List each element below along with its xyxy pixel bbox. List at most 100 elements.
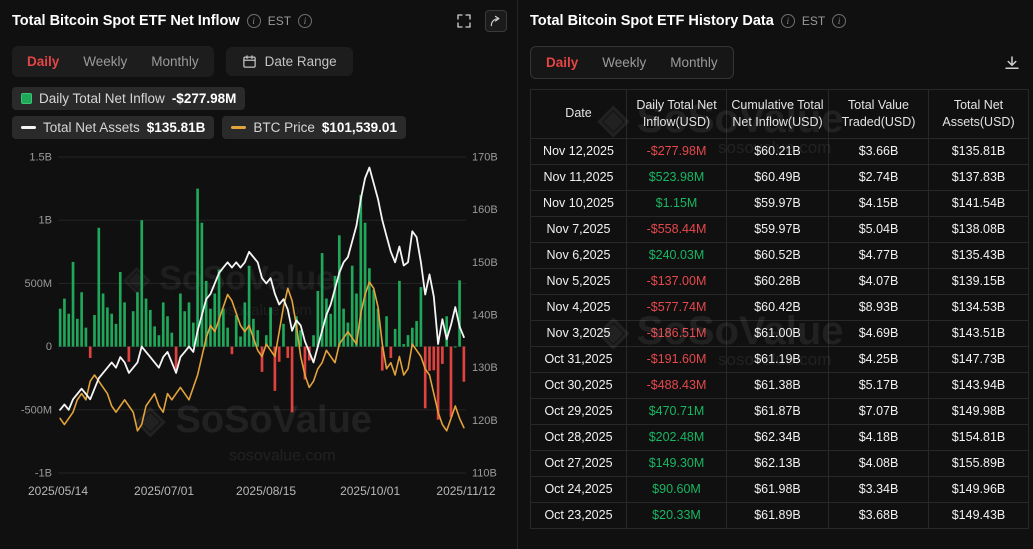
cell-date: Nov 4,2025	[530, 293, 627, 321]
table-row: Oct 27,2025 $149.30M $62.13B $4.08B $155.89B	[530, 449, 1029, 477]
cell-value: $59.97B	[726, 189, 829, 217]
svg-text:◈ SoSoValue: ◈ SoSoValue	[123, 260, 335, 298]
cell-value: $141.54B	[928, 189, 1029, 217]
cell-date: Oct 24,2025	[530, 475, 627, 503]
cell-value: $3.68B	[828, 501, 929, 529]
history-data-panel: Total Bitcoin Spot ETF History Data i ES…	[517, 0, 1033, 549]
cell-value: $60.52B	[726, 241, 829, 269]
date-range-button[interactable]: Date Range	[225, 47, 353, 76]
cell-value: $143.51B	[928, 319, 1029, 347]
svg-text:1.5B: 1.5B	[29, 152, 52, 164]
cell-value: $137.83B	[928, 163, 1029, 191]
white-line-swatch-icon	[21, 126, 36, 129]
cell-value: $4.07B	[828, 267, 929, 295]
history-data-table: Date Daily Total Net Inflow(USD) Cumulativ…	[530, 89, 1029, 529]
cell-value: $523.98M	[626, 163, 727, 191]
legend-daily-net-inflow[interactable]: Daily Total Net Inflow -$277.98M	[12, 87, 246, 110]
table-row: Nov 11,2025 $523.98M $60.49B $2.74B $137.83B	[530, 163, 1029, 191]
timezone-info-icon[interactable]: i	[832, 14, 847, 28]
table-title-row: Total Bitcoin Spot ETF History Data i ES…	[530, 8, 1023, 34]
etf-net-inflow-chart[interactable]: 1.5B 1B 500M 0 -500M -1B 170B 160B 150B 140B 130B 1…	[12, 143, 507, 508]
chart-legend: Daily Total Net Inflow -$277.98M Total N…	[12, 87, 507, 139]
tab-monthly[interactable]: Monthly	[151, 54, 199, 69]
cell-date: Nov 11,2025	[530, 163, 627, 191]
cell-value: $4.25B	[828, 345, 929, 373]
tab-monthly[interactable]: Monthly	[670, 55, 718, 70]
chart-period-tabs: Daily Weekly Monthly	[12, 46, 214, 77]
cell-value: $7.07B	[828, 397, 929, 425]
legend-btc-price[interactable]: BTC Price $101,539.01	[222, 116, 406, 139]
cell-value: -$488.43M	[626, 371, 727, 399]
cell-value: $149.96B	[928, 475, 1029, 503]
tab-daily[interactable]: Daily	[27, 54, 60, 69]
svg-text:120B: 120B	[472, 415, 498, 427]
cell-value: $240.03M	[626, 241, 727, 269]
column-header: Daily Total Net Inflow(USD)	[626, 89, 727, 139]
svg-text:2025/07/01: 2025/07/01	[134, 484, 194, 498]
svg-text:2025/11/12: 2025/11/12	[436, 484, 495, 498]
table-row: Nov 3,2025 -$186.51M $61.00B $4.69B $143.51B	[530, 319, 1029, 347]
cell-value: -$558.44M	[626, 215, 727, 243]
table-row: Oct 24,2025 $90.60M $61.98B $3.34B $149.96B	[530, 475, 1029, 503]
cell-value: $90.60M	[626, 475, 727, 503]
cell-value: $3.66B	[828, 137, 929, 165]
column-header: Total Net Assets(USD)	[928, 89, 1029, 139]
cell-value: $149.30M	[626, 449, 727, 477]
table-period-tabs: Daily Weekly Monthly	[530, 46, 734, 79]
svg-text:170B: 170B	[472, 152, 498, 164]
orange-line-swatch-icon	[231, 126, 247, 129]
fullscreen-icon[interactable]	[453, 10, 475, 32]
svg-text:◈ SoSoValue: ◈ SoSoValue	[135, 399, 372, 441]
cell-value: $1.15M	[626, 189, 727, 217]
cell-value: $138.08B	[928, 215, 1029, 243]
cell-date: Nov 12,2025	[530, 137, 627, 165]
chart-panel-title: Total Bitcoin Spot ETF Net Inflow	[12, 13, 240, 29]
cell-date: Oct 30,2025	[530, 371, 627, 399]
cell-value: $135.81B	[928, 137, 1029, 165]
share-icon[interactable]	[485, 10, 507, 32]
cell-value: $4.77B	[828, 241, 929, 269]
tab-daily[interactable]: Daily	[546, 55, 579, 70]
tab-weekly[interactable]: Weekly	[602, 55, 647, 70]
download-icon[interactable]	[1001, 52, 1023, 74]
cell-date: Nov 10,2025	[530, 189, 627, 217]
cell-value: $147.73B	[928, 345, 1029, 373]
legend-assets-value: $135.81B	[146, 120, 206, 135]
cell-value: $155.89B	[928, 449, 1029, 477]
tab-weekly[interactable]: Weekly	[83, 54, 128, 69]
svg-text:2025/10/01: 2025/10/01	[340, 484, 400, 498]
cell-value: $139.15B	[928, 267, 1029, 295]
svg-text:-1B: -1B	[35, 468, 52, 480]
cell-value: $2.74B	[828, 163, 929, 191]
table-row: Nov 12,2025 -$277.98M $60.21B $3.66B $135.81…	[530, 137, 1029, 165]
cell-value: $135.43B	[928, 241, 1029, 269]
chart-controls: Daily Weekly Monthly Date Range	[12, 46, 507, 77]
calendar-icon	[242, 55, 256, 68]
legend-total-net-assets[interactable]: Total Net Assets $135.81B	[12, 116, 215, 139]
cell-value: -$137.00M	[626, 267, 727, 295]
chart-title-row: Total Bitcoin Spot ETF Net Inflow i EST …	[12, 8, 507, 34]
table-row: Nov 5,2025 -$137.00M $60.28B $4.07B $139.15B	[530, 267, 1029, 295]
cell-date: Nov 5,2025	[530, 267, 627, 295]
info-icon[interactable]: i	[246, 14, 261, 28]
svg-text:110B: 110B	[472, 468, 497, 480]
cell-value: $134.53B	[928, 293, 1029, 321]
cell-value: $4.08B	[828, 449, 929, 477]
cell-value: $4.15B	[828, 189, 929, 217]
cell-value: $3.34B	[828, 475, 929, 503]
svg-text:2025/08/15: 2025/08/15	[236, 484, 296, 498]
svg-text:140B: 140B	[472, 310, 498, 322]
cell-value: $149.98B	[928, 397, 1029, 425]
timezone-info-icon[interactable]: i	[298, 14, 313, 28]
svg-text:500M: 500M	[24, 278, 52, 290]
cell-date: Oct 23,2025	[530, 501, 627, 529]
info-icon[interactable]: i	[780, 14, 795, 28]
date-range-label: Date Range	[264, 54, 337, 69]
cell-value: $20.33M	[626, 501, 727, 529]
svg-text:1B: 1B	[39, 215, 52, 227]
table-row: Nov 7,2025 -$558.44M $59.97B $5.04B $138.08B	[530, 215, 1029, 243]
table-row: Oct 30,2025 -$488.43M $61.38B $5.17B $143.94…	[530, 371, 1029, 399]
cell-value: $61.00B	[726, 319, 829, 347]
cell-value: $5.04B	[828, 215, 929, 243]
cell-value: -$191.60M	[626, 345, 727, 373]
